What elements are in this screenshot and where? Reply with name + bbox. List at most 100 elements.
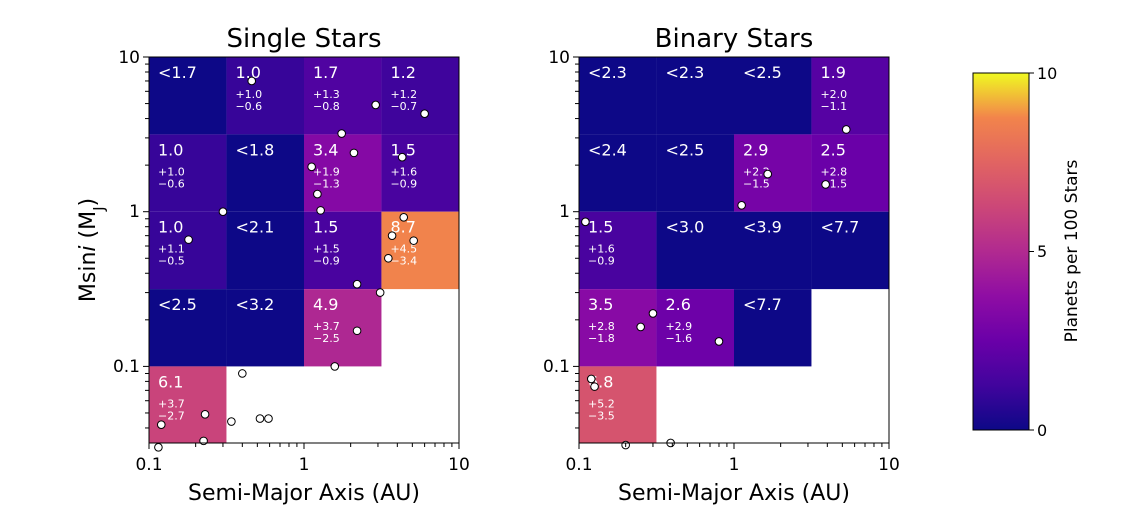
cell-lower-error: −0.8 [313, 100, 340, 113]
cell-upper-error: +1.1 [158, 243, 185, 256]
cell-lower-error: −1.5 [743, 177, 770, 190]
cell-lower-error: −0.5 [158, 255, 185, 268]
cell-rate-label: <2.4 [588, 140, 627, 159]
heatmap-cell [579, 57, 657, 135]
heatmap-cell [734, 134, 812, 212]
planet-point [590, 382, 599, 391]
planet-point [200, 410, 210, 419]
y-tick-label: 1 [559, 202, 570, 222]
heatmap-cell [656, 211, 734, 290]
heatmap-cell [579, 211, 657, 290]
cell-rate-label: <2.5 [743, 63, 782, 82]
panel-title: Single Stars [226, 24, 381, 54]
y-tick-label: 10 [548, 48, 570, 68]
heatmap-cell [734, 289, 812, 367]
colorbar-gradient [972, 72, 1030, 431]
heatmap-cell [656, 289, 734, 367]
x-tick-label: 1 [729, 455, 740, 475]
cell-lower-error: −0.9 [390, 177, 417, 190]
cell-rate-label: 8.7 [390, 218, 415, 237]
cell-rate-label: <2.3 [665, 63, 704, 82]
cell-upper-error: +1.2 [390, 88, 417, 101]
colorbar-tick-label: 10 [1037, 64, 1057, 83]
planet-point [238, 369, 247, 378]
planet-point [316, 206, 325, 215]
planet-point [337, 129, 346, 138]
colorbar-label: Planets per 100 Stars [1062, 159, 1082, 342]
cell-rate-label: <1.8 [235, 140, 274, 159]
planet-point [330, 362, 340, 371]
cell-rate-label: <2.1 [235, 218, 274, 237]
x-axis-label: Semi-Major Axis (AU) [618, 481, 850, 506]
cell-rate-label: 3.5 [588, 295, 613, 314]
cell-rate-label: 1.9 [820, 63, 845, 82]
cell-rate-label: 1.5 [588, 218, 613, 237]
planet-point [586, 374, 596, 384]
planet-point [307, 162, 316, 172]
planet-point [264, 414, 273, 423]
planet-point [227, 417, 236, 426]
cell-upper-error: +1.9 [313, 165, 340, 178]
heatmap-cell [734, 57, 812, 135]
planet-point [648, 309, 658, 318]
planet-point [399, 213, 409, 222]
cell-upper-error: +1.5 [313, 243, 340, 256]
heatmap-cell [579, 134, 657, 212]
cell-rate-label: 2.5 [820, 140, 845, 159]
heatmap-cell [811, 211, 889, 290]
colorbar-tick-label: 5 [1037, 242, 1047, 261]
planet-point [352, 326, 362, 336]
x-axis-label: Semi-Major Axis (AU) [188, 481, 420, 506]
cell-rate-label: 2.9 [743, 140, 768, 159]
cell-rate-label: 1.0 [235, 63, 260, 82]
cell-lower-error: −0.9 [313, 255, 340, 268]
heatmap-cell [304, 57, 382, 135]
cell-lower-error: −3.5 [588, 409, 615, 422]
cell-upper-error: +5.2 [588, 397, 615, 410]
heatmap-cell [811, 134, 889, 212]
y-axis-label: Msini (MJ) [76, 198, 108, 302]
heatmap-cell [381, 211, 459, 290]
planet-point [375, 288, 385, 297]
heatmap-cell [811, 57, 889, 135]
heatmap-cell [656, 57, 734, 135]
cell-upper-error: +2.2 [743, 165, 770, 178]
planet-point [420, 109, 429, 119]
planet-point [636, 322, 645, 332]
cell-upper-error: +4.5 [390, 243, 417, 256]
data-points [154, 76, 429, 452]
cell-lower-error: −1.6 [665, 332, 692, 345]
axis-ticks [143, 56, 460, 449]
x-tick-label: 10 [878, 455, 900, 475]
cell-upper-error: +2.8 [820, 165, 847, 178]
panel-binary-stars: Binary Stars <2.3 <2.3 <2.5 1.9 +2.0−1.1 <2.4… [543, 24, 900, 506]
cell-rate-label: <3.9 [743, 218, 782, 237]
planet-point [247, 76, 257, 86]
heatmap-cell [381, 57, 459, 135]
planet-point [763, 169, 773, 179]
cell-lower-error: −2.5 [313, 332, 340, 345]
cell-upper-error: +1.3 [313, 88, 340, 101]
planet-point [184, 235, 193, 244]
cell-rate-label: <2.5 [158, 295, 197, 314]
cell-lower-error: −3.4 [390, 255, 417, 268]
planet-point [255, 414, 265, 423]
heatmap-cell [149, 57, 227, 135]
cell-lower-error: −2.7 [158, 409, 185, 422]
heatmap-cell [226, 134, 304, 212]
cell-rate-label: <3.2 [235, 295, 274, 314]
y-tick-label: 0.1 [113, 357, 140, 377]
heatmap-cells: <1.7 1.0+1.0−0.61.7+1.3−0.81.2+1.2−0.71.0… [149, 57, 459, 443]
heatmap-cell [226, 211, 304, 290]
cell-upper-error: +1.0 [235, 88, 262, 101]
cell-upper-error: +3.7 [158, 397, 185, 410]
cell-rate-label: 1.5 [313, 218, 338, 237]
cell-rate-label: 1.7 [313, 63, 338, 82]
heatmap-cell [226, 57, 304, 135]
cell-lower-error: −0.6 [158, 177, 185, 190]
cell-rate-label: 1.2 [390, 63, 415, 82]
axis-ticks [573, 56, 890, 449]
cell-lower-error: −0.6 [235, 100, 262, 113]
cell-rate-label: <3.0 [665, 218, 704, 237]
